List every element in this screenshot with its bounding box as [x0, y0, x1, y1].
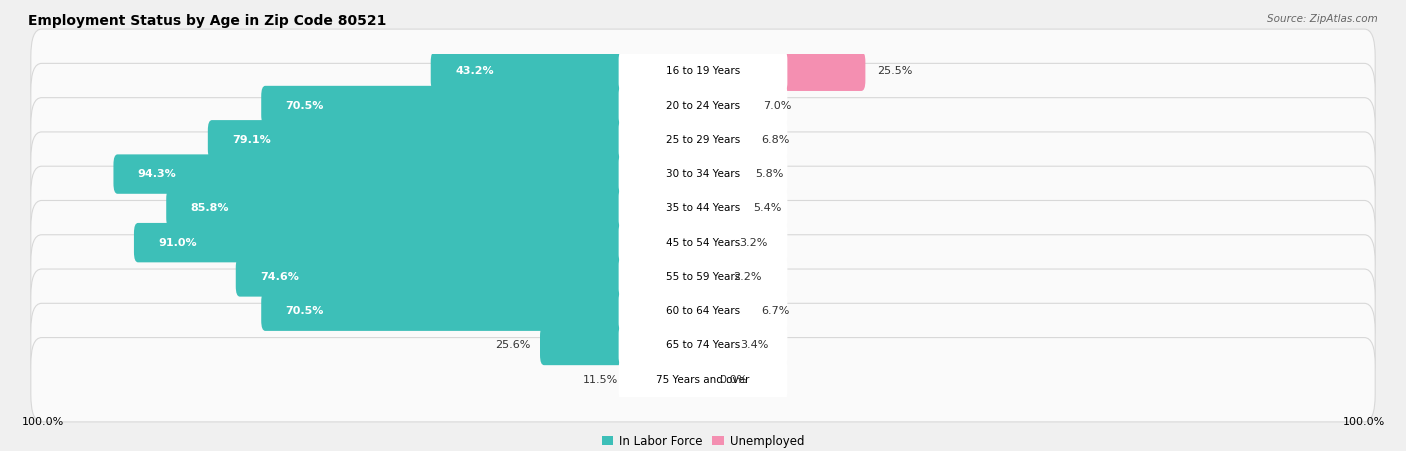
Text: 65 to 74 Years: 65 to 74 Years — [666, 341, 740, 350]
FancyBboxPatch shape — [540, 326, 707, 365]
Text: 45 to 54 Years: 45 to 54 Years — [666, 238, 740, 248]
FancyBboxPatch shape — [619, 291, 787, 331]
Text: 20 to 24 Years: 20 to 24 Years — [666, 101, 740, 110]
Text: 94.3%: 94.3% — [138, 169, 177, 179]
FancyBboxPatch shape — [619, 154, 787, 194]
Text: 30 to 34 Years: 30 to 34 Years — [666, 169, 740, 179]
Text: 25.6%: 25.6% — [495, 341, 530, 350]
Text: 0.0%: 0.0% — [720, 375, 748, 385]
FancyBboxPatch shape — [699, 120, 749, 160]
Text: 100.0%: 100.0% — [1343, 418, 1385, 428]
FancyBboxPatch shape — [31, 201, 1375, 285]
Text: Source: ZipAtlas.com: Source: ZipAtlas.com — [1267, 14, 1378, 23]
FancyBboxPatch shape — [430, 51, 707, 91]
Text: 74.6%: 74.6% — [260, 272, 299, 282]
Text: 5.4%: 5.4% — [752, 203, 782, 213]
Text: 25.5%: 25.5% — [877, 66, 912, 76]
Text: 16 to 19 Years: 16 to 19 Years — [666, 66, 740, 76]
Text: 7.0%: 7.0% — [762, 101, 792, 110]
FancyBboxPatch shape — [31, 132, 1375, 216]
FancyBboxPatch shape — [619, 257, 787, 297]
Text: 70.5%: 70.5% — [285, 101, 323, 110]
Text: 2.2%: 2.2% — [733, 272, 762, 282]
Text: 75 Years and over: 75 Years and over — [657, 375, 749, 385]
FancyBboxPatch shape — [134, 223, 707, 262]
FancyBboxPatch shape — [699, 326, 728, 365]
Text: 91.0%: 91.0% — [159, 238, 197, 248]
FancyBboxPatch shape — [619, 360, 787, 400]
FancyBboxPatch shape — [699, 51, 865, 91]
FancyBboxPatch shape — [114, 154, 707, 194]
FancyBboxPatch shape — [619, 326, 787, 365]
FancyBboxPatch shape — [699, 223, 727, 262]
FancyBboxPatch shape — [31, 304, 1375, 387]
Text: 3.4%: 3.4% — [741, 341, 769, 350]
Text: 3.2%: 3.2% — [740, 238, 768, 248]
FancyBboxPatch shape — [262, 291, 707, 331]
FancyBboxPatch shape — [619, 120, 787, 160]
FancyBboxPatch shape — [31, 269, 1375, 353]
Legend: In Labor Force, Unemployed: In Labor Force, Unemployed — [598, 430, 808, 451]
FancyBboxPatch shape — [699, 154, 742, 194]
FancyBboxPatch shape — [31, 235, 1375, 319]
FancyBboxPatch shape — [619, 86, 787, 125]
Text: 79.1%: 79.1% — [232, 135, 271, 145]
FancyBboxPatch shape — [31, 338, 1375, 422]
FancyBboxPatch shape — [619, 51, 787, 91]
FancyBboxPatch shape — [208, 120, 707, 160]
FancyBboxPatch shape — [619, 189, 787, 228]
FancyBboxPatch shape — [619, 223, 787, 262]
FancyBboxPatch shape — [31, 98, 1375, 182]
Text: 5.8%: 5.8% — [755, 169, 783, 179]
Text: 6.8%: 6.8% — [762, 135, 790, 145]
FancyBboxPatch shape — [31, 29, 1375, 113]
FancyBboxPatch shape — [627, 360, 707, 400]
Text: 60 to 64 Years: 60 to 64 Years — [666, 306, 740, 316]
Text: Employment Status by Age in Zip Code 80521: Employment Status by Age in Zip Code 805… — [28, 14, 387, 28]
FancyBboxPatch shape — [699, 291, 748, 331]
Text: 43.2%: 43.2% — [456, 66, 494, 76]
Text: 11.5%: 11.5% — [583, 375, 619, 385]
FancyBboxPatch shape — [31, 64, 1375, 147]
Text: 6.7%: 6.7% — [761, 306, 789, 316]
Text: 100.0%: 100.0% — [21, 418, 63, 428]
Text: 35 to 44 Years: 35 to 44 Years — [666, 203, 740, 213]
FancyBboxPatch shape — [166, 189, 707, 228]
Text: 85.8%: 85.8% — [191, 203, 229, 213]
Text: 55 to 59 Years: 55 to 59 Years — [666, 272, 740, 282]
FancyBboxPatch shape — [699, 86, 751, 125]
Text: 25 to 29 Years: 25 to 29 Years — [666, 135, 740, 145]
FancyBboxPatch shape — [236, 257, 707, 297]
FancyBboxPatch shape — [262, 86, 707, 125]
FancyBboxPatch shape — [699, 189, 741, 228]
FancyBboxPatch shape — [699, 257, 721, 297]
Text: 70.5%: 70.5% — [285, 306, 323, 316]
FancyBboxPatch shape — [31, 166, 1375, 250]
